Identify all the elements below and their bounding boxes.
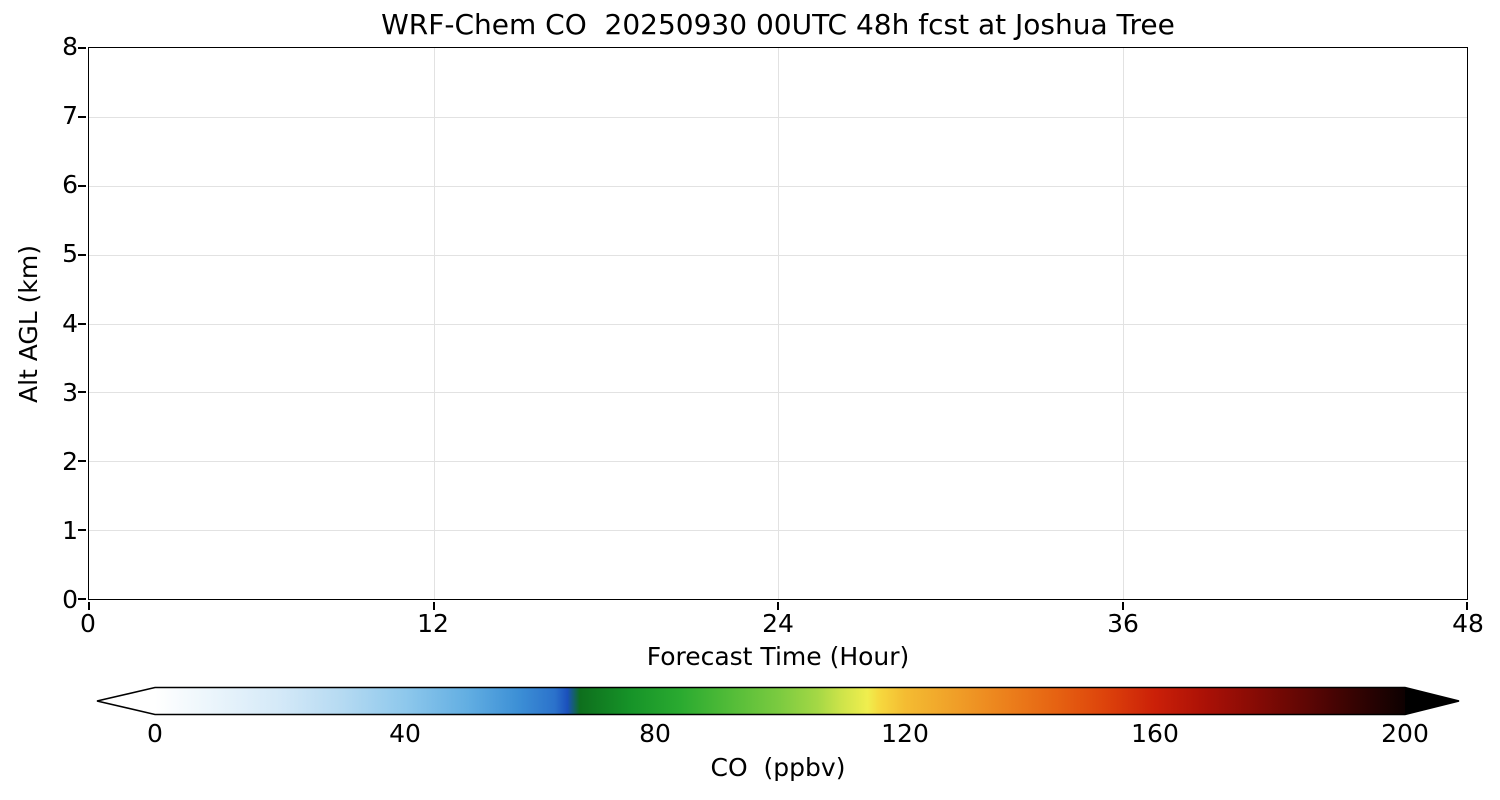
- x-tick-label: 48: [1452, 609, 1484, 638]
- y-tick-label: 2: [62, 447, 78, 476]
- y-tick-label: 5: [62, 239, 78, 268]
- y-tick-label: 0: [62, 585, 78, 614]
- chart-title: WRF-Chem CO 20250930 00UTC 48h fcst at J…: [381, 8, 1175, 41]
- y-tick-mark: [78, 253, 86, 256]
- colorbar-outline: [96, 686, 1460, 716]
- x-tick-label: 12: [417, 609, 449, 638]
- x-tick-mark: [432, 602, 435, 610]
- x-tick-mark: [777, 602, 779, 610]
- y-tick-mark: [78, 47, 86, 49]
- colorbar-body: [155, 687, 1405, 715]
- x-tick-label: 36: [1107, 609, 1139, 638]
- x-tick-mark: [1121, 602, 1124, 610]
- colorbar-tick-label: 200: [1381, 719, 1429, 748]
- y-tick-label: 4: [62, 309, 78, 338]
- colorbar-tick-label: 40: [389, 719, 421, 748]
- y-tick-mark: [78, 529, 86, 532]
- colorbar-label: CO (ppbv): [710, 753, 846, 782]
- plot-area: [78, 47, 1468, 610]
- gridline-vertical: [1122, 48, 1124, 599]
- y-tick-label: 1: [62, 516, 78, 545]
- y-tick-label: 7: [62, 101, 78, 130]
- y-tick-mark: [78, 322, 86, 325]
- colorbar: [96, 686, 1460, 716]
- x-tick-mark: [88, 602, 90, 610]
- x-tick-mark: [1466, 602, 1468, 610]
- y-tick-mark: [78, 184, 86, 187]
- colorbar-tick-label: 80: [639, 719, 671, 748]
- x-tick-label: 0: [80, 609, 96, 638]
- y-tick-label: 3: [62, 378, 78, 407]
- y-tick-label: 8: [62, 32, 78, 61]
- y-tick-mark: [78, 391, 86, 394]
- colorbar-over-arrow: [1405, 687, 1459, 715]
- x-axis-label: Forecast Time (Hour): [646, 642, 910, 671]
- y-tick-mark: [78, 598, 86, 600]
- y-tick-mark: [78, 115, 86, 118]
- y-tick-mark: [78, 460, 86, 463]
- colorbar-tick-label: 0: [147, 719, 163, 748]
- colorbar-tick-label: 120: [881, 719, 929, 748]
- gridline-vertical: [778, 48, 779, 599]
- colorbar-tick-label: 160: [1131, 719, 1179, 748]
- gridline-vertical: [433, 48, 435, 599]
- colorbar-under-arrow: [97, 687, 155, 715]
- x-tick-label: 24: [762, 609, 794, 638]
- y-tick-label: 6: [62, 170, 78, 199]
